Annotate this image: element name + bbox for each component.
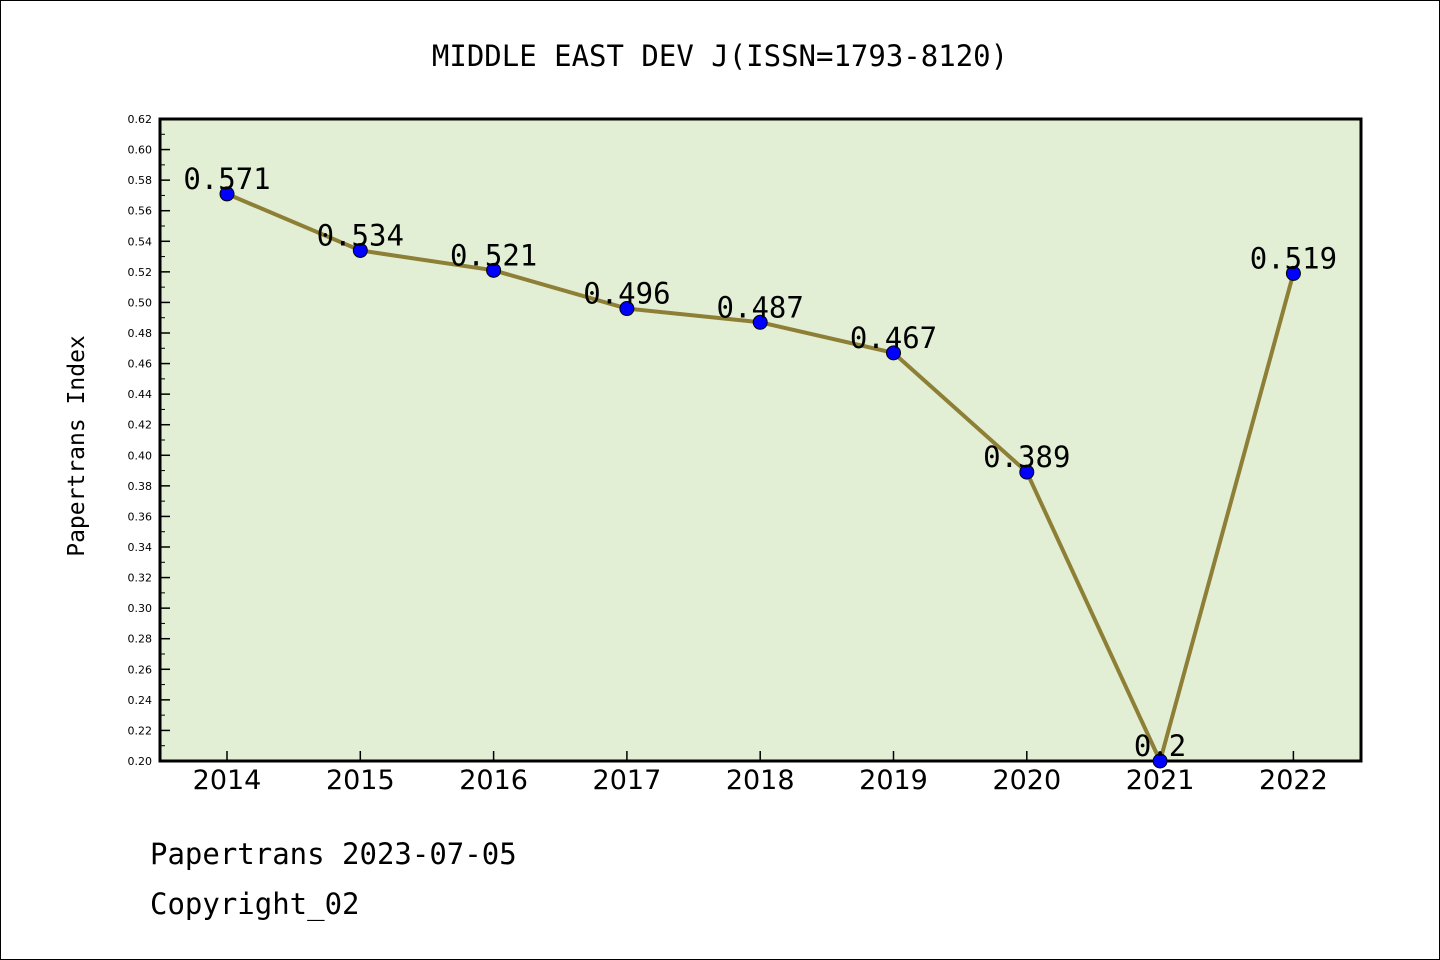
y-tick-label: 0.22	[128, 724, 153, 737]
data-label: 0.467	[850, 321, 937, 355]
y-tick-label: 0.30	[128, 602, 153, 615]
y-tick-label: 0.24	[128, 694, 153, 707]
series-line-group	[219, 186, 1301, 769]
data-label: 0.487	[717, 290, 804, 324]
data-point-marker	[352, 242, 368, 258]
y-tick-label: 0.58	[128, 174, 153, 187]
x-tick-label: 2014	[193, 765, 262, 796]
y-tick-label: 0.60	[128, 144, 153, 157]
x-tick-label: 2015	[326, 765, 395, 796]
x-tick-label: 2022	[1259, 765, 1328, 796]
data-labels: 0.571 0.534 0.521 0.496 0.487 0.467 0.389 0.2 0.…	[183, 162, 1337, 763]
x-tick-label: 2019	[859, 765, 928, 796]
y-tick-label: 0.32	[128, 572, 153, 585]
x-tick-label: 2021	[1126, 765, 1195, 796]
y-axis-ticks: 0.20 0.22 0.24 0.26 0.28 0.30 0.32 0.34 0.36 0.38…	[128, 113, 170, 768]
data-label: 0.571	[183, 162, 270, 196]
y-tick-label: 0.26	[128, 663, 153, 676]
data-point-marker	[886, 345, 901, 361]
y-tick-label: 0.44	[128, 388, 153, 401]
footer-copyright: Copyright_02	[150, 887, 360, 922]
plot-area	[158, 117, 1363, 763]
x-axis-ticks: 2014 2015 2016 2017 2018 2019 2020 2021 2022	[193, 751, 1328, 796]
y-tick-label: 0.36	[128, 510, 153, 523]
y-axis-label: Papertrans Index	[64, 335, 90, 557]
data-point-marker	[1152, 753, 1168, 769]
x-tick-label: 2016	[459, 765, 528, 796]
y-tick-label: 0.28	[128, 633, 153, 646]
data-label: 0.534	[317, 218, 404, 252]
y-tick-label: 0.40	[128, 449, 153, 462]
x-tick-label: 2017	[593, 765, 662, 796]
footer-date: Papertrans 2023-07-05	[150, 837, 517, 871]
y-tick-label: 0.42	[128, 419, 153, 432]
y-tick-label: 0.20	[128, 755, 153, 768]
y-tick-label: 0.38	[128, 480, 153, 493]
y-tick-label: 0.34	[128, 541, 153, 554]
data-label: 0.389	[983, 440, 1070, 474]
data-label: 0.496	[583, 277, 670, 311]
y-tick-label: 0.56	[128, 205, 153, 218]
y-tick-label: 0.62	[128, 113, 153, 126]
data-label: 0.521	[450, 238, 537, 272]
data-point-marker	[1285, 265, 1301, 281]
x-tick-label: 2018	[726, 765, 795, 796]
y-tick-label: 0.52	[128, 266, 153, 279]
data-label: 0.519	[1250, 241, 1337, 275]
data-point-marker	[752, 314, 768, 330]
y-tick-label: 0.46	[128, 358, 153, 371]
data-point-marker	[219, 186, 235, 202]
data-point-marker	[1019, 464, 1035, 480]
y-tick-label: 0.50	[128, 296, 153, 309]
y-tick-label: 0.48	[128, 327, 153, 340]
data-point-marker	[619, 301, 635, 317]
x-tick-label: 2020	[992, 765, 1061, 796]
data-label: 0.2	[1134, 729, 1186, 763]
chart-title: MIDDLE EAST DEV J(ISSN=1793-8120)	[432, 39, 1008, 73]
y-tick-label: 0.54	[128, 235, 153, 248]
data-point-marker	[486, 262, 502, 278]
